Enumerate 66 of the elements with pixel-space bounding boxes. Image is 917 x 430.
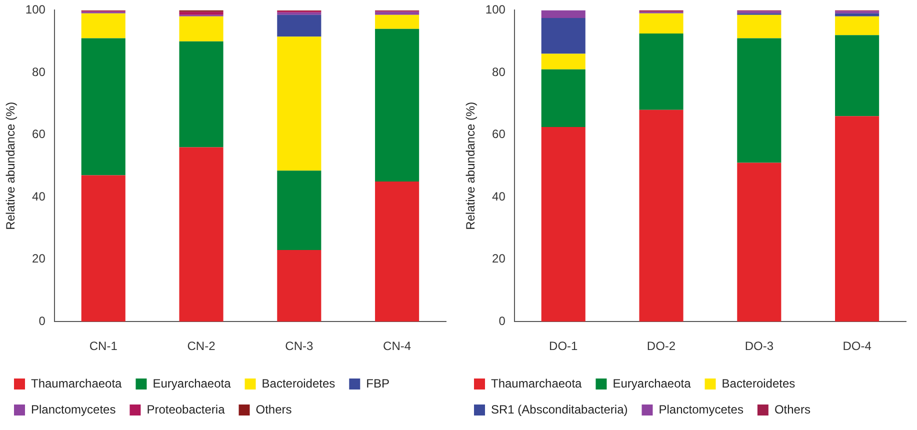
x-tick-label: DO-3 [744,339,774,354]
bar [81,38,126,176]
y-tick-label: 60 [492,127,506,142]
x-tick-label: CN-3 [285,339,314,354]
bar [277,14,322,37]
y-tick-label: 0 [38,314,46,328]
y-tick-label: 40 [492,189,506,204]
bar [277,12,322,15]
y-tick-label: 20 [492,252,506,266]
bar [835,16,880,36]
x-tick-label: CN-2 [187,339,216,354]
bar [541,69,586,127]
bar [179,147,224,322]
y-axis-title: Relative abundance (%) [464,102,478,230]
legend-label: Bacteroidetes [722,376,796,390]
x-tick-label: DO-1 [549,339,578,354]
y-tick-label: 100 [485,2,506,17]
x-tick-label: CN-1 [89,339,118,354]
legend-label: SR1 (Absconditabacteria) [491,402,628,416]
y-tick-label: 40 [32,189,46,204]
y-tick-label: 80 [32,64,46,79]
y-tick-label: 0 [498,314,506,328]
legend-label: Euryarchaeota [612,376,692,390]
bar [835,116,880,322]
bar [277,250,322,322]
bar [541,18,586,54]
bar [639,34,684,110]
legend-label: Proteobacteria [146,402,226,416]
y-axis-title: Relative abundance (%) [4,102,18,230]
bar [737,162,782,322]
y-tick-label: 60 [32,127,46,142]
bar [375,28,420,182]
bar [81,175,126,322]
legend-label: Planctomycetes [658,402,744,416]
x-tick-label: CN-4 [383,339,412,354]
bar [835,35,880,116]
bar [179,41,224,148]
y-tick-label: 100 [25,2,46,17]
legend-label: Others [256,402,292,416]
legend-label: Euryarchaeota [152,376,232,390]
legend-label: FBP [366,376,390,390]
legend-label: Thaumarchaeota [491,376,582,390]
x-tick-label: DO-2 [646,339,676,354]
y-tick-label: 80 [492,64,506,79]
legend-label: Planctomycetes [31,402,116,416]
bar [179,12,224,15]
bar [639,13,684,34]
bar [737,14,782,38]
bar [541,10,586,18]
bar [277,36,322,171]
bar [737,38,782,163]
bar [179,16,224,42]
legend-label: Others [774,402,810,416]
bar [375,12,420,15]
bar [541,126,586,322]
legend-label: Thaumarchaeota [31,376,122,390]
x-tick-label: DO-4 [842,339,872,354]
bar [639,110,684,322]
bar [541,54,586,70]
y-tick-label: 20 [32,252,46,266]
legend-label: Bacteroidetes [262,376,336,390]
bar [375,14,420,29]
bar [277,170,322,250]
bar [81,13,126,38]
bar [375,181,420,322]
bar [835,13,880,16]
